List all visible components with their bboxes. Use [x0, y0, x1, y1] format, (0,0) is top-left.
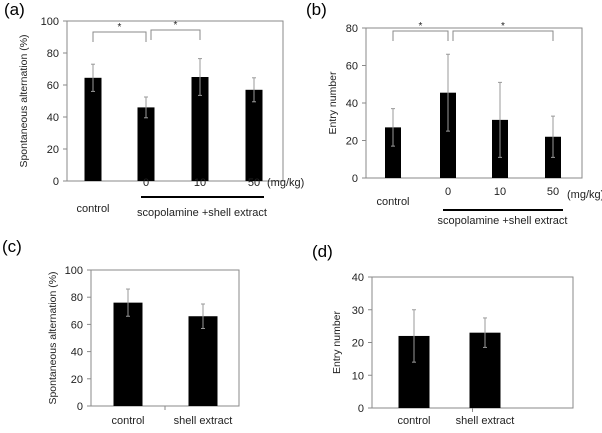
panel-label: (d)	[312, 242, 333, 261]
y-tick-label: 80	[71, 292, 83, 304]
category-label: 50	[248, 177, 260, 189]
category-label: shell extract	[174, 415, 233, 427]
category-label: control	[111, 415, 144, 427]
category-label: 10	[194, 177, 206, 189]
significance-star: *	[118, 22, 122, 33]
bar-shell-extract	[188, 316, 218, 406]
significance-star: *	[419, 21, 423, 32]
category-label: 50	[547, 186, 559, 198]
y-tick-label: 40	[71, 347, 83, 359]
bar-0	[440, 92, 456, 178]
y-axis-label: Spontaneous alternation (%)	[18, 34, 30, 167]
y-tick-label: 0	[358, 403, 364, 415]
plot-frame	[66, 20, 284, 182]
significance-bracket	[452, 30, 554, 41]
y-tick-label: 0	[352, 173, 358, 185]
panel-label: (c)	[2, 237, 22, 256]
y-tick-label: 40	[352, 272, 364, 284]
y-tick-label: 20	[352, 338, 364, 350]
category-label: control	[76, 203, 109, 215]
panel-c: (c) 0 20 40 60 80 100 Spontaneous alternation (…	[2, 237, 240, 427]
y-tick-label: 0	[53, 176, 59, 188]
y-tick-label: 40	[346, 98, 358, 110]
y-tick-label: 20	[71, 374, 83, 386]
y-tick-label: 80	[47, 48, 59, 60]
category-label: shell extract	[456, 415, 515, 427]
category-label: 0	[445, 186, 451, 198]
y-axis-label: Entry number	[331, 310, 343, 374]
panel-d: (d) 0 10 20 30 40 Entry number control shell ext…	[312, 242, 574, 427]
y-tick-label: 20	[47, 144, 59, 156]
bar-10	[191, 77, 209, 181]
group-label: scopolamine +shell extract	[137, 207, 267, 219]
y-tick-label: 20	[346, 136, 358, 148]
y-tick-label: 40	[47, 112, 59, 124]
significance-bracket	[92, 31, 147, 42]
significance-star: *	[174, 20, 178, 31]
y-tick-label: 60	[346, 61, 358, 73]
y-axis-label: Entry number	[327, 71, 339, 135]
y-axis-label: Spontaneous alternation (%)	[47, 271, 59, 404]
bar-50	[245, 89, 263, 181]
bar-0	[137, 107, 155, 181]
panel-label: (b)	[306, 0, 327, 19]
category-label: 10	[494, 186, 506, 198]
y-tick-label: 100	[65, 265, 83, 277]
y-tick-label: 0	[77, 401, 83, 413]
unit-label: (mg/kg)	[267, 177, 304, 189]
panel-label: (a)	[4, 0, 25, 19]
y-tick-label: 80	[346, 23, 358, 35]
group-label: scopolamine +shell extract	[438, 215, 568, 227]
bar-control	[385, 127, 401, 178]
y-tick-label: 10	[352, 370, 364, 382]
bar-control	[84, 77, 102, 181]
y-tick-label: 30	[352, 305, 364, 317]
bar-control	[113, 302, 143, 406]
y-tick-label: 60	[71, 319, 83, 331]
significance-star: *	[501, 21, 505, 32]
category-label: 0	[143, 177, 149, 189]
category-label: control	[397, 415, 430, 427]
y-tick-label: 100	[41, 16, 59, 28]
unit-label: (mg/kg)	[567, 189, 602, 201]
category-label: control	[376, 196, 409, 208]
significance-bracket	[392, 30, 449, 41]
y-tick-label: 60	[47, 80, 59, 92]
panel-b: (b) 0 20 40 60 80 Entry number control 0 10 50 (mg/…	[306, 0, 602, 227]
significance-bracket	[150, 29, 201, 40]
